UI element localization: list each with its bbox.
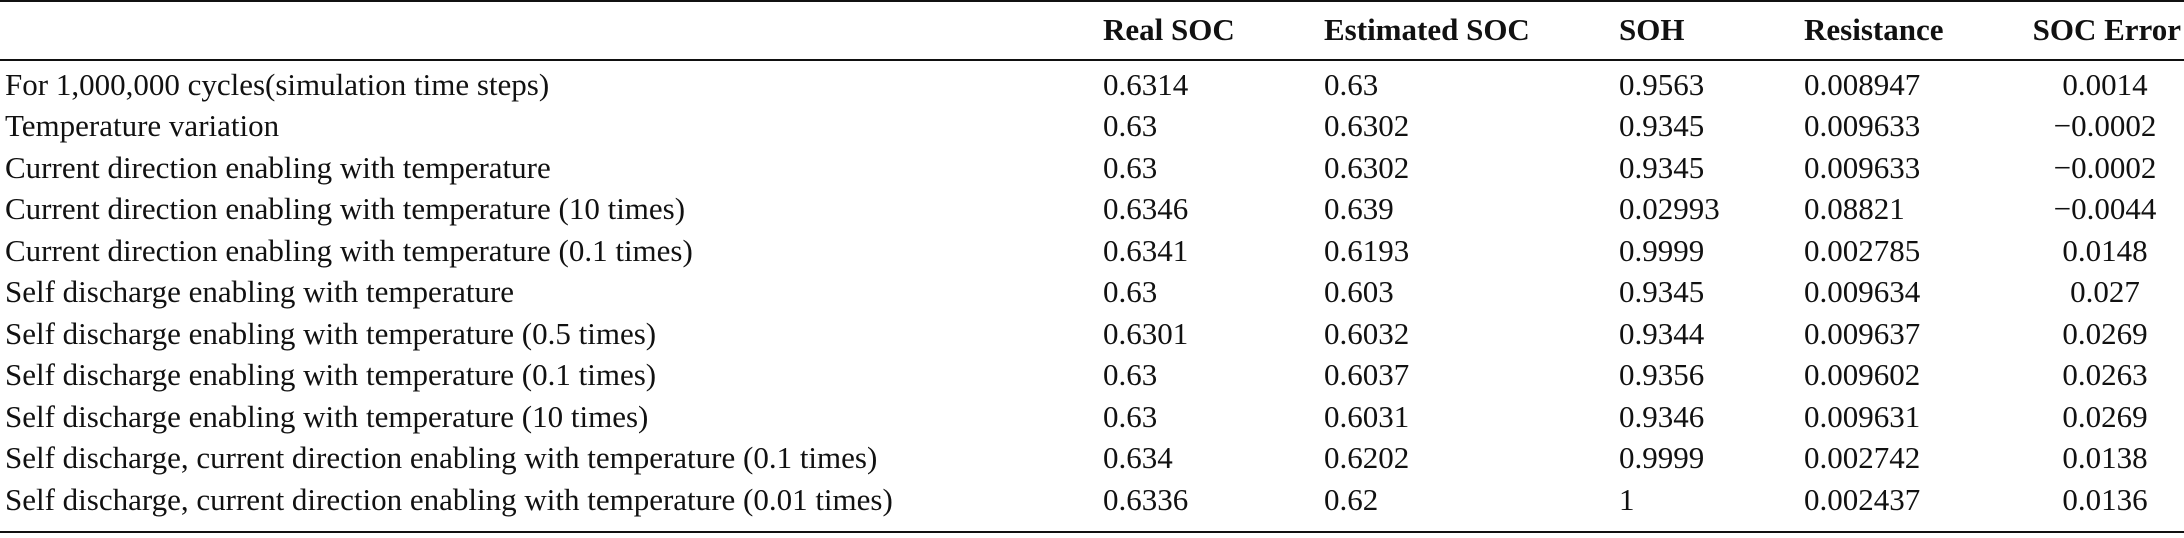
soc-error-cell: 0.027 (2070, 274, 2140, 310)
row-label: Self discharge enabling with temperature… (5, 315, 657, 351)
resistance-cell: 0.008947 (1804, 66, 1921, 102)
header-rule (0, 59, 2184, 61)
soc-error-cell: 0.0263 (2062, 357, 2148, 393)
soc-error-cell: 0.0136 (2062, 481, 2148, 517)
resistance-cell: 0.002437 (1804, 481, 1921, 517)
header-estimated-soc: Estimated SOC (1324, 12, 1530, 47)
real-soc-cell: 0.63 (1103, 108, 1158, 144)
header-soc-error: SOC Error (2032, 12, 2181, 47)
real-soc-cell: 0.6314 (1103, 66, 1189, 102)
table-row: Self discharge enabling with temperature… (0, 355, 2184, 397)
estimated-soc-cell: 0.6031 (1324, 398, 1410, 434)
soh-cell: 0.9999 (1619, 232, 1705, 268)
resistance-cell: 0.009633 (1804, 108, 1921, 144)
header-row: Real SOC Estimated SOC SOH Resistance SO… (0, 0, 2184, 60)
soh-cell: 1 (1619, 481, 1635, 517)
top-rule (0, 0, 2184, 2)
row-label: Current direction enabling with temperat… (5, 232, 693, 268)
row-label: Self discharge enabling with temperature… (5, 357, 657, 393)
row-label: Current direction enabling with temperat… (5, 149, 551, 185)
estimated-soc-cell: 0.6302 (1324, 108, 1410, 144)
estimated-soc-cell: 0.639 (1324, 191, 1394, 227)
resistance-cell: 0.009631 (1804, 398, 1921, 434)
real-soc-cell: 0.63 (1103, 274, 1158, 310)
table-row: Current direction enabling with temperat… (0, 230, 2184, 272)
real-soc-cell: 0.63 (1103, 149, 1158, 185)
header-label-column (0, 0, 1103, 60)
table-row: Current direction enabling with temperat… (0, 189, 2184, 231)
estimated-soc-cell: 0.603 (1324, 274, 1394, 310)
row-label: Self discharge enabling with temperature (5, 274, 515, 310)
soc-error-cell: 0.0138 (2062, 440, 2148, 476)
soh-cell: 0.9356 (1619, 357, 1705, 393)
soc-error-cell: −0.0002 (2053, 149, 2157, 185)
resistance-cell: 0.009634 (1804, 274, 1921, 310)
real-soc-cell: 0.6336 (1103, 481, 1189, 517)
soh-cell: 0.02993 (1619, 191, 1720, 227)
row-label: Self discharge enabling with temperature… (5, 398, 649, 434)
soh-cell: 0.9346 (1619, 398, 1705, 434)
table-row: For 1,000,000 cycles(simulation time ste… (0, 60, 2184, 106)
header-resistance: Resistance (1804, 12, 1944, 47)
soc-error-cell: 0.0269 (2062, 315, 2148, 351)
resistance-cell: 0.009637 (1804, 315, 1921, 351)
soh-cell: 0.9999 (1619, 440, 1705, 476)
table-row: Self discharge enabling with temperature… (0, 272, 2184, 314)
resistance-cell: 0.009602 (1804, 357, 1921, 393)
resistance-cell: 0.002742 (1804, 440, 1921, 476)
estimated-soc-cell: 0.63 (1324, 66, 1379, 102)
table-row: Self discharge, current direction enabli… (0, 479, 2184, 521)
resistance-cell: 0.002785 (1804, 232, 1921, 268)
soh-cell: 0.9344 (1619, 315, 1705, 351)
estimated-soc-cell: 0.6193 (1324, 232, 1410, 268)
soh-cell: 0.9345 (1619, 108, 1705, 144)
resistance-cell: 0.08821 (1804, 191, 1905, 227)
soc-error-cell: 0.0014 (2062, 66, 2148, 102)
estimated-soc-cell: 0.6202 (1324, 440, 1410, 476)
results-table: Real SOC Estimated SOC SOH Resistance SO… (0, 0, 2184, 521)
bottom-rule (0, 531, 2184, 533)
estimated-soc-cell: 0.6032 (1324, 315, 1410, 351)
soc-error-cell: −0.0044 (2053, 191, 2157, 227)
real-soc-cell: 0.6301 (1103, 315, 1189, 351)
estimated-soc-cell: 0.6302 (1324, 149, 1410, 185)
table-row: Current direction enabling with temperat… (0, 147, 2184, 189)
real-soc-cell: 0.6346 (1103, 191, 1189, 227)
estimated-soc-cell: 0.62 (1324, 481, 1379, 517)
row-label: Current direction enabling with temperat… (5, 191, 686, 227)
table-row: Self discharge, current direction enabli… (0, 438, 2184, 480)
table-row: Self discharge enabling with temperature… (0, 313, 2184, 355)
row-label: For 1,000,000 cycles(simulation time ste… (5, 66, 550, 102)
header-soh: SOH (1619, 12, 1685, 47)
real-soc-cell: 0.634 (1103, 440, 1173, 476)
table-row: Self discharge enabling with temperature… (0, 396, 2184, 438)
estimated-soc-cell: 0.6037 (1324, 357, 1410, 393)
soh-cell: 0.9345 (1619, 149, 1705, 185)
real-soc-cell: 0.6341 (1103, 232, 1189, 268)
row-label: Self discharge, current direction enabli… (5, 440, 878, 476)
soc-error-cell: 0.0148 (2062, 232, 2148, 268)
row-label: Self discharge, current direction enabli… (5, 481, 893, 517)
real-soc-cell: 0.63 (1103, 357, 1158, 393)
soh-cell: 0.9345 (1619, 274, 1705, 310)
soc-error-cell: 0.0269 (2062, 398, 2148, 434)
real-soc-cell: 0.63 (1103, 398, 1158, 434)
header-real-soc: Real SOC (1103, 12, 1235, 47)
resistance-cell: 0.009633 (1804, 149, 1921, 185)
soc-error-cell: −0.0002 (2053, 108, 2157, 144)
table-row: Temperature variation 0.63 0.6302 0.9345… (0, 106, 2184, 148)
row-label: Temperature variation (5, 108, 280, 144)
soh-cell: 0.9563 (1619, 66, 1705, 102)
